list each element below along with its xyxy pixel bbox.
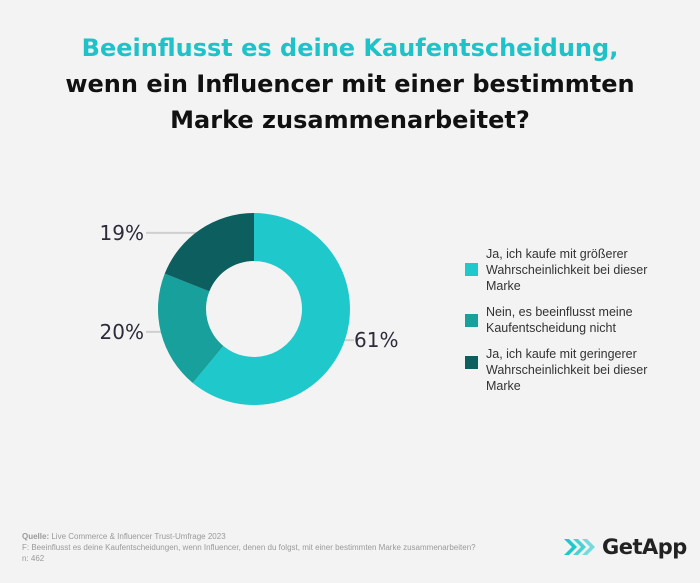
legend-swatch [465,314,478,327]
legend-swatch [465,356,478,369]
legend-item: Nein, es beeinflusst meine Kaufentscheid… [465,304,685,336]
legend-label: Ja, ich kaufe mit größerer Wahrscheinlic… [486,247,648,293]
donut-slice [192,213,351,405]
donut-slice [164,213,254,292]
legend-swatch [465,263,478,276]
donut-slice [158,273,224,383]
legend-label: Ja, ich kaufe mit geringerer Wahrscheinl… [486,347,648,393]
data-label: 20% [100,320,144,344]
legend-label: Nein, es beeinflusst meine Kaufentscheid… [486,305,633,335]
footer-source: Quelle: Live Commerce & Influencer Trust… [22,531,476,542]
source-text: Live Commerce & Influencer Trust-Umfrage… [49,532,226,541]
getapp-logo: GetApp [562,533,687,561]
chart-title: Beeinflusst es deine Kaufentscheidung, w… [0,30,700,138]
getapp-chevrons-icon [564,539,595,555]
legend-item: Ja, ich kaufe mit geringerer Wahrscheinl… [465,346,685,394]
legend-item: Ja, ich kaufe mit größerer Wahrscheinlic… [465,246,685,294]
title-line-1: Beeinflusst es deine Kaufentscheidung, [81,34,619,62]
title-line-3: Marke zusammenarbeitet? [170,106,530,134]
title-line-2: wenn ein Influencer mit einer bestimmten [65,70,635,98]
data-label: 19% [100,221,144,245]
footer-question: F: Beeinflusst es deine Kaufentscheidung… [22,543,476,552]
legend: Ja, ich kaufe mit größerer Wahrscheinlic… [465,246,685,404]
footer: Quelle: Live Commerce & Influencer Trust… [22,531,476,564]
footer-sample-size: n: 462 [22,554,45,563]
source-label: Quelle: [22,532,50,541]
logo-text: GetApp [602,535,687,559]
data-label: 61% [354,328,398,352]
